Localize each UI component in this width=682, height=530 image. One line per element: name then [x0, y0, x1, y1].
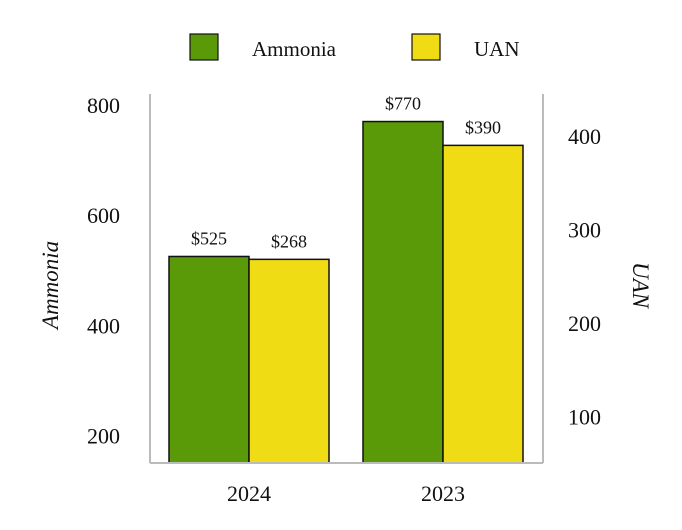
data-label-ammonia-2023: $770 — [385, 94, 421, 114]
y-tick-left-600: 600 — [87, 203, 120, 228]
y-tick-left-400: 400 — [87, 313, 120, 338]
y-tick-right-300: 300 — [568, 217, 601, 242]
legend-swatch-uan — [411, 33, 441, 61]
y-axis-title-left: Ammonia — [38, 241, 63, 331]
data-label-uan-2023: $390 — [465, 117, 501, 137]
y-tick-right-200: 200 — [568, 311, 601, 336]
data-label-ammonia-2024: $525 — [191, 228, 227, 248]
x-category-2023: 2023 — [421, 481, 465, 506]
y-axis-ticks-right: 100 200 300 400 — [568, 124, 601, 429]
y-tick-right-100: 100 — [568, 404, 601, 429]
x-axis-categories: 2024 2023 — [227, 481, 465, 506]
y-axis-ticks-left: 200 400 600 800 — [87, 93, 120, 448]
data-label-uan-2024: $268 — [271, 231, 307, 251]
y-tick-left-800: 800 — [87, 93, 120, 118]
legend-swatch-ammonia — [189, 33, 219, 61]
y-axis-title-right: UAN — [628, 262, 653, 310]
data-labels: $525 $268 $770 $390 — [191, 94, 501, 252]
legend-label-ammonia: Ammonia — [252, 37, 337, 61]
legend: Ammonia UAN — [189, 33, 520, 61]
bar-uan-2024 — [248, 258, 330, 464]
bar-uan-2023 — [442, 144, 524, 464]
bar-ammonia-2023 — [362, 120, 444, 464]
x-category-2024: 2024 — [227, 481, 271, 506]
bar-ammonia-2024 — [168, 255, 250, 464]
legend-label-uan: UAN — [474, 37, 520, 61]
bars — [168, 120, 524, 464]
y-tick-left-200: 200 — [87, 423, 120, 448]
y-tick-right-400: 400 — [568, 124, 601, 149]
